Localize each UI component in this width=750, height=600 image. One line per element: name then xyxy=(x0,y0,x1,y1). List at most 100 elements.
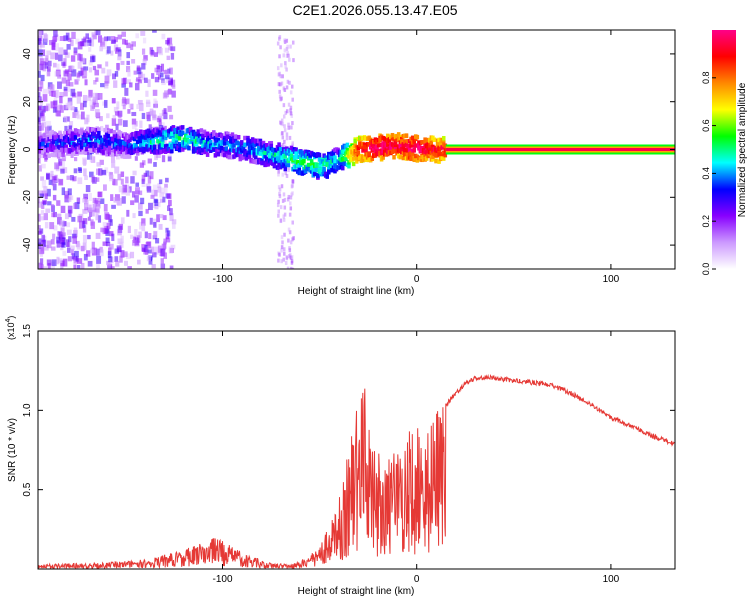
spectrogram-cell xyxy=(227,151,232,157)
noise-pixel xyxy=(63,35,69,42)
noise-pixel xyxy=(90,105,95,111)
noise-pixel xyxy=(52,194,57,201)
noise-pixel xyxy=(139,120,143,129)
spectrogram-ylabel: Frequency (Hz) xyxy=(7,116,18,185)
spectrogram-cell xyxy=(423,137,427,142)
noise-pixel xyxy=(120,250,125,258)
noise-pixel xyxy=(137,79,143,84)
noise-pixel xyxy=(111,155,115,164)
noise-pixel xyxy=(70,152,74,159)
spectrogram-cell xyxy=(443,150,448,156)
noise-pixel xyxy=(121,196,126,204)
noise-pixel xyxy=(96,248,101,256)
noise-pixel xyxy=(68,236,72,243)
noise-pixel xyxy=(54,71,60,77)
noise-pixel xyxy=(138,210,143,217)
spectrogram-cell xyxy=(244,156,249,161)
spectrogram-cell xyxy=(69,148,73,153)
noise-pixel xyxy=(67,197,72,202)
noise-pixel xyxy=(107,251,112,259)
spectrogram-cell xyxy=(84,146,89,152)
noise-pixel xyxy=(121,31,127,37)
noise-pixel xyxy=(281,240,284,245)
noise-pixel xyxy=(82,157,87,165)
noise-pixel xyxy=(125,176,129,184)
spectrogram-cell xyxy=(126,139,131,145)
noise-pixel xyxy=(46,259,52,266)
spectrogram-cell xyxy=(134,146,138,151)
noise-pixel xyxy=(65,79,71,87)
noise-pixel xyxy=(122,97,126,104)
spectrogram-cell xyxy=(145,147,149,152)
spectrogram-cell xyxy=(323,155,328,160)
noise-pixel xyxy=(46,66,51,72)
noise-pixel xyxy=(132,213,136,219)
noise-pixel xyxy=(125,253,131,259)
noise-pixel xyxy=(63,88,68,97)
spectrogram-cell xyxy=(76,132,81,137)
noise-pixel xyxy=(38,230,42,235)
noise-pixel xyxy=(112,73,116,80)
noise-pixel xyxy=(91,32,97,38)
noise-pixel xyxy=(146,186,152,193)
noise-pixel xyxy=(51,179,56,187)
noise-pixel xyxy=(44,58,48,66)
noise-pixel xyxy=(147,175,152,184)
noise-pixel xyxy=(88,67,93,73)
noise-pixel xyxy=(150,50,155,57)
noise-pixel xyxy=(112,114,116,120)
noise-pixel xyxy=(66,44,71,50)
noise-pixel xyxy=(153,52,159,57)
spectrogram-cell xyxy=(229,139,233,144)
spectrogram-cell xyxy=(289,149,294,155)
spectrogram-cell xyxy=(224,137,228,143)
noise-pixel xyxy=(46,188,51,197)
spectrogram-cell xyxy=(241,146,246,151)
spectrogram-cell xyxy=(50,129,54,135)
noise-pixel xyxy=(83,168,87,177)
noise-pixel xyxy=(286,44,289,49)
noise-pixel xyxy=(278,187,282,192)
spectrogram-cell xyxy=(289,153,294,159)
noise-pixel xyxy=(85,185,91,193)
noise-pixel xyxy=(134,229,138,237)
noise-pixel xyxy=(67,256,72,262)
spectrogram-cell xyxy=(216,151,221,157)
spectrogram-cell xyxy=(103,145,107,151)
noise-pixel xyxy=(66,229,72,235)
noise-pixel xyxy=(130,176,135,184)
spectrogram-cell xyxy=(410,135,415,141)
noise-pixel xyxy=(169,67,173,75)
noise-pixel xyxy=(57,258,63,263)
noise-pixel xyxy=(283,251,286,256)
spectrogram-cell xyxy=(92,131,96,137)
spectrogram-cell xyxy=(216,137,221,143)
noise-pixel xyxy=(50,170,54,178)
noise-pixel xyxy=(147,79,151,88)
noise-pixel xyxy=(58,178,64,186)
noise-pixel xyxy=(167,205,171,212)
snr-multiplier-base: (x10 xyxy=(6,322,16,340)
noise-pixel xyxy=(155,238,160,244)
noise-pixel xyxy=(83,253,88,261)
spectrogram-cell xyxy=(314,167,319,173)
noise-pixel xyxy=(286,79,290,84)
noise-pixel xyxy=(167,156,172,162)
spectrogram-cell xyxy=(353,138,357,144)
spectrogram-cell xyxy=(58,152,62,157)
spectrogram-cell xyxy=(252,151,256,157)
noise-pixel xyxy=(87,204,92,213)
noise-pixel xyxy=(284,260,288,265)
noise-pixel xyxy=(282,257,285,262)
noise-pixel xyxy=(86,39,92,46)
noise-pixel xyxy=(67,37,72,42)
noise-pixel xyxy=(289,255,292,260)
noise-pixel xyxy=(45,172,51,180)
noise-pixel xyxy=(134,240,140,247)
noise-pixel xyxy=(288,80,291,85)
noise-pixel xyxy=(101,169,107,175)
spectrogram-cell xyxy=(132,148,137,154)
noise-pixel xyxy=(38,42,42,48)
spectrogram-cell xyxy=(153,144,157,150)
noise-pixel xyxy=(283,38,287,43)
